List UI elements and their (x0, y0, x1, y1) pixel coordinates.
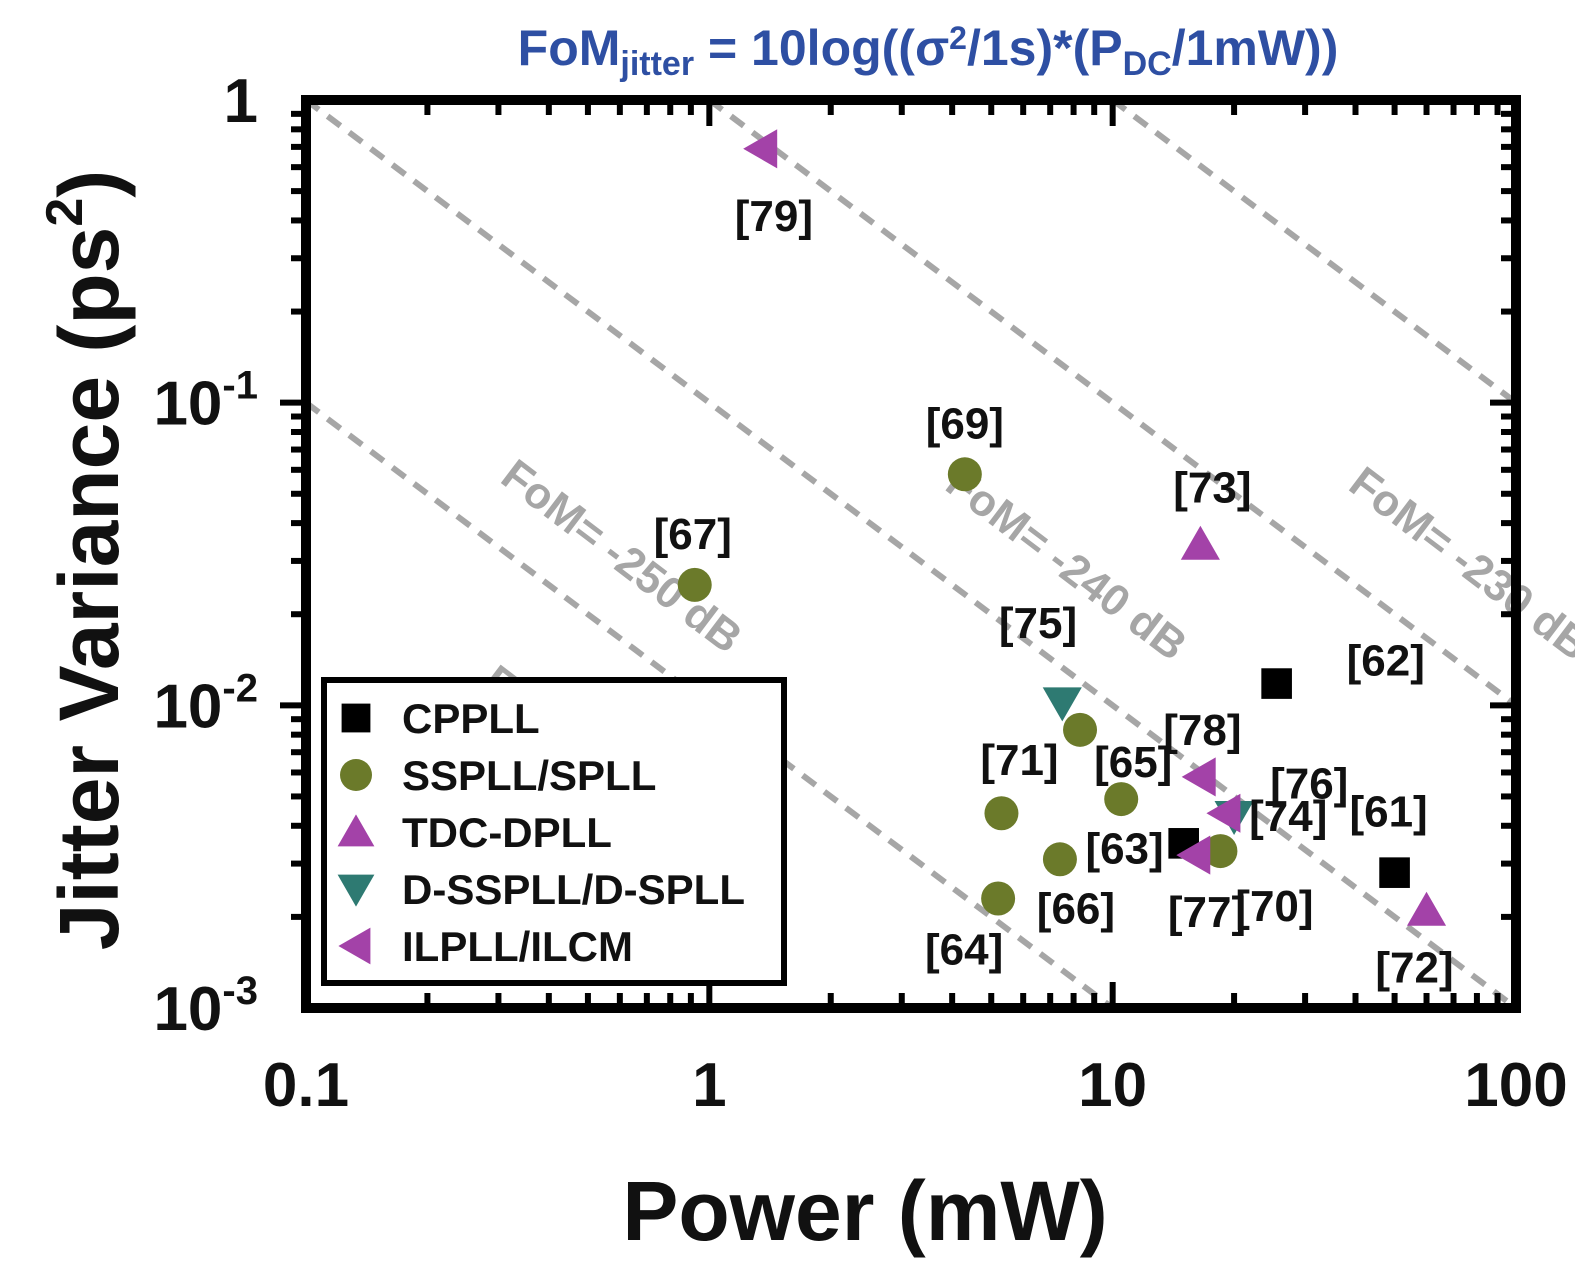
legend-label-sspll-spll: SSPLL/SPLL (402, 752, 656, 799)
point-sspll-spll-69 (947, 457, 982, 492)
point-sspll-spll-64 (981, 881, 1016, 916)
legend-box (321, 677, 787, 986)
point-label-76: [76] (1270, 759, 1348, 808)
point-label-69: [69] (926, 399, 1004, 448)
point-ilpll-ilcm-79 (743, 129, 778, 169)
point-sspll-spll-71 (984, 796, 1019, 831)
x-tick-label-10: 10 (1078, 1051, 1147, 1120)
point-label-71: [71] (980, 736, 1058, 785)
legend-marker-ilpll-ilcm (338, 927, 371, 965)
fom-lines-group (304, 97, 1518, 1011)
plot-frame (301, 95, 1521, 1013)
point-label-62: [62] (1347, 637, 1425, 686)
point-sspll-spll-65 (1104, 782, 1139, 817)
legend-marker-cppll (341, 703, 371, 733)
y-tick-label-10-2: 10-2 (153, 666, 258, 741)
point-sspll-spll-75 (1063, 712, 1098, 747)
point-cppll-61 (1379, 857, 1410, 888)
legend: CPPLL SSPLL/SPLL TDC-DPLL D-SSPLL/D-SPLL ILP… (321, 677, 787, 986)
point-label-75: [75] (999, 599, 1077, 648)
fom-line-260 (304, 400, 1115, 1011)
x-tick-label-100: 100 (1464, 1051, 1567, 1120)
point-tdc-dpll-72 (1406, 891, 1447, 926)
point-label-64: [64] (925, 926, 1003, 975)
point-label-70: [70] (1235, 882, 1313, 931)
point-d-sspll-d-spll (1042, 687, 1082, 722)
point-label-67: [67] (654, 510, 732, 559)
legend-label-tdc-dpll: TDC-DPLL (402, 809, 612, 856)
point-sspll-spll-70 (1203, 834, 1238, 869)
point-ilpll-ilcm-78 (1181, 757, 1216, 797)
point-label-65: [65] (1094, 738, 1172, 787)
legend-label-d-sspll-d-spll: D-SSPLL/D-SPLL (402, 866, 745, 913)
fom-line-240 (707, 97, 1518, 708)
y-tick-label-10-3: 10-3 (153, 969, 258, 1044)
axis-tick-labels-group: 0.1 1 10 100 1 10-1 10-2 10-3 (153, 67, 1567, 1120)
legend-label-ilpll-ilcm: ILPLL/ILCM (402, 923, 633, 970)
y-tick-label-10-1: 10-1 (153, 364, 258, 439)
x-tick-label-0-1: 0.1 (263, 1051, 349, 1120)
point-label-66: [66] (1037, 884, 1115, 933)
legend-label-cppll: CPPLL (402, 695, 540, 742)
x-axis-title: Power (mW) (622, 1164, 1107, 1258)
point-ilpll-ilcm-77 (1176, 835, 1211, 875)
point-label-63: [63] (1085, 824, 1163, 873)
point-labels-group: [62] [63] [61] [67] [69] [75] [65] [71] [64] [66]… (654, 192, 1454, 993)
point-label-78: [78] (1163, 706, 1241, 755)
fom-line-250 (304, 97, 1518, 1011)
x-tick-label-1: 1 (692, 1051, 726, 1120)
legend-marker-sspll-spll (340, 759, 372, 791)
legend-marker-d-sspll-d-spll (337, 874, 375, 907)
point-sspll-spll-67 (677, 567, 712, 602)
point-cppll-62 (1261, 668, 1292, 699)
chart-title: FoMjitter = 10log((σ2/1s)*(PDC/1mW)) (518, 20, 1339, 83)
point-label-61: [61] (1349, 788, 1427, 837)
point-label-72: [72] (1375, 943, 1453, 992)
point-label-77: [77] (1168, 888, 1246, 937)
point-ilpll-ilcm-74 (1206, 793, 1241, 833)
y-axis-title: Jitter Variance (ps2) (36, 170, 136, 951)
point-label-74: [74] (1249, 792, 1327, 841)
axis-ticks-group (280, 100, 1516, 1008)
legend-marker-tdc-dpll (337, 814, 375, 847)
point-tdc-dpll-73 (1180, 525, 1220, 560)
point-sspll-spll-66 (1042, 842, 1077, 877)
point-label-73: [73] (1173, 463, 1251, 512)
point-label-79: [79] (735, 192, 813, 241)
legend-entries: CPPLL SSPLL/SPLL TDC-DPLL D-SSPLL/D-SPLL ILP… (337, 695, 745, 970)
y-tick-label-1: 1 (224, 67, 258, 136)
data-points-group (677, 129, 1447, 926)
fom-line-230 (1110, 97, 1518, 406)
